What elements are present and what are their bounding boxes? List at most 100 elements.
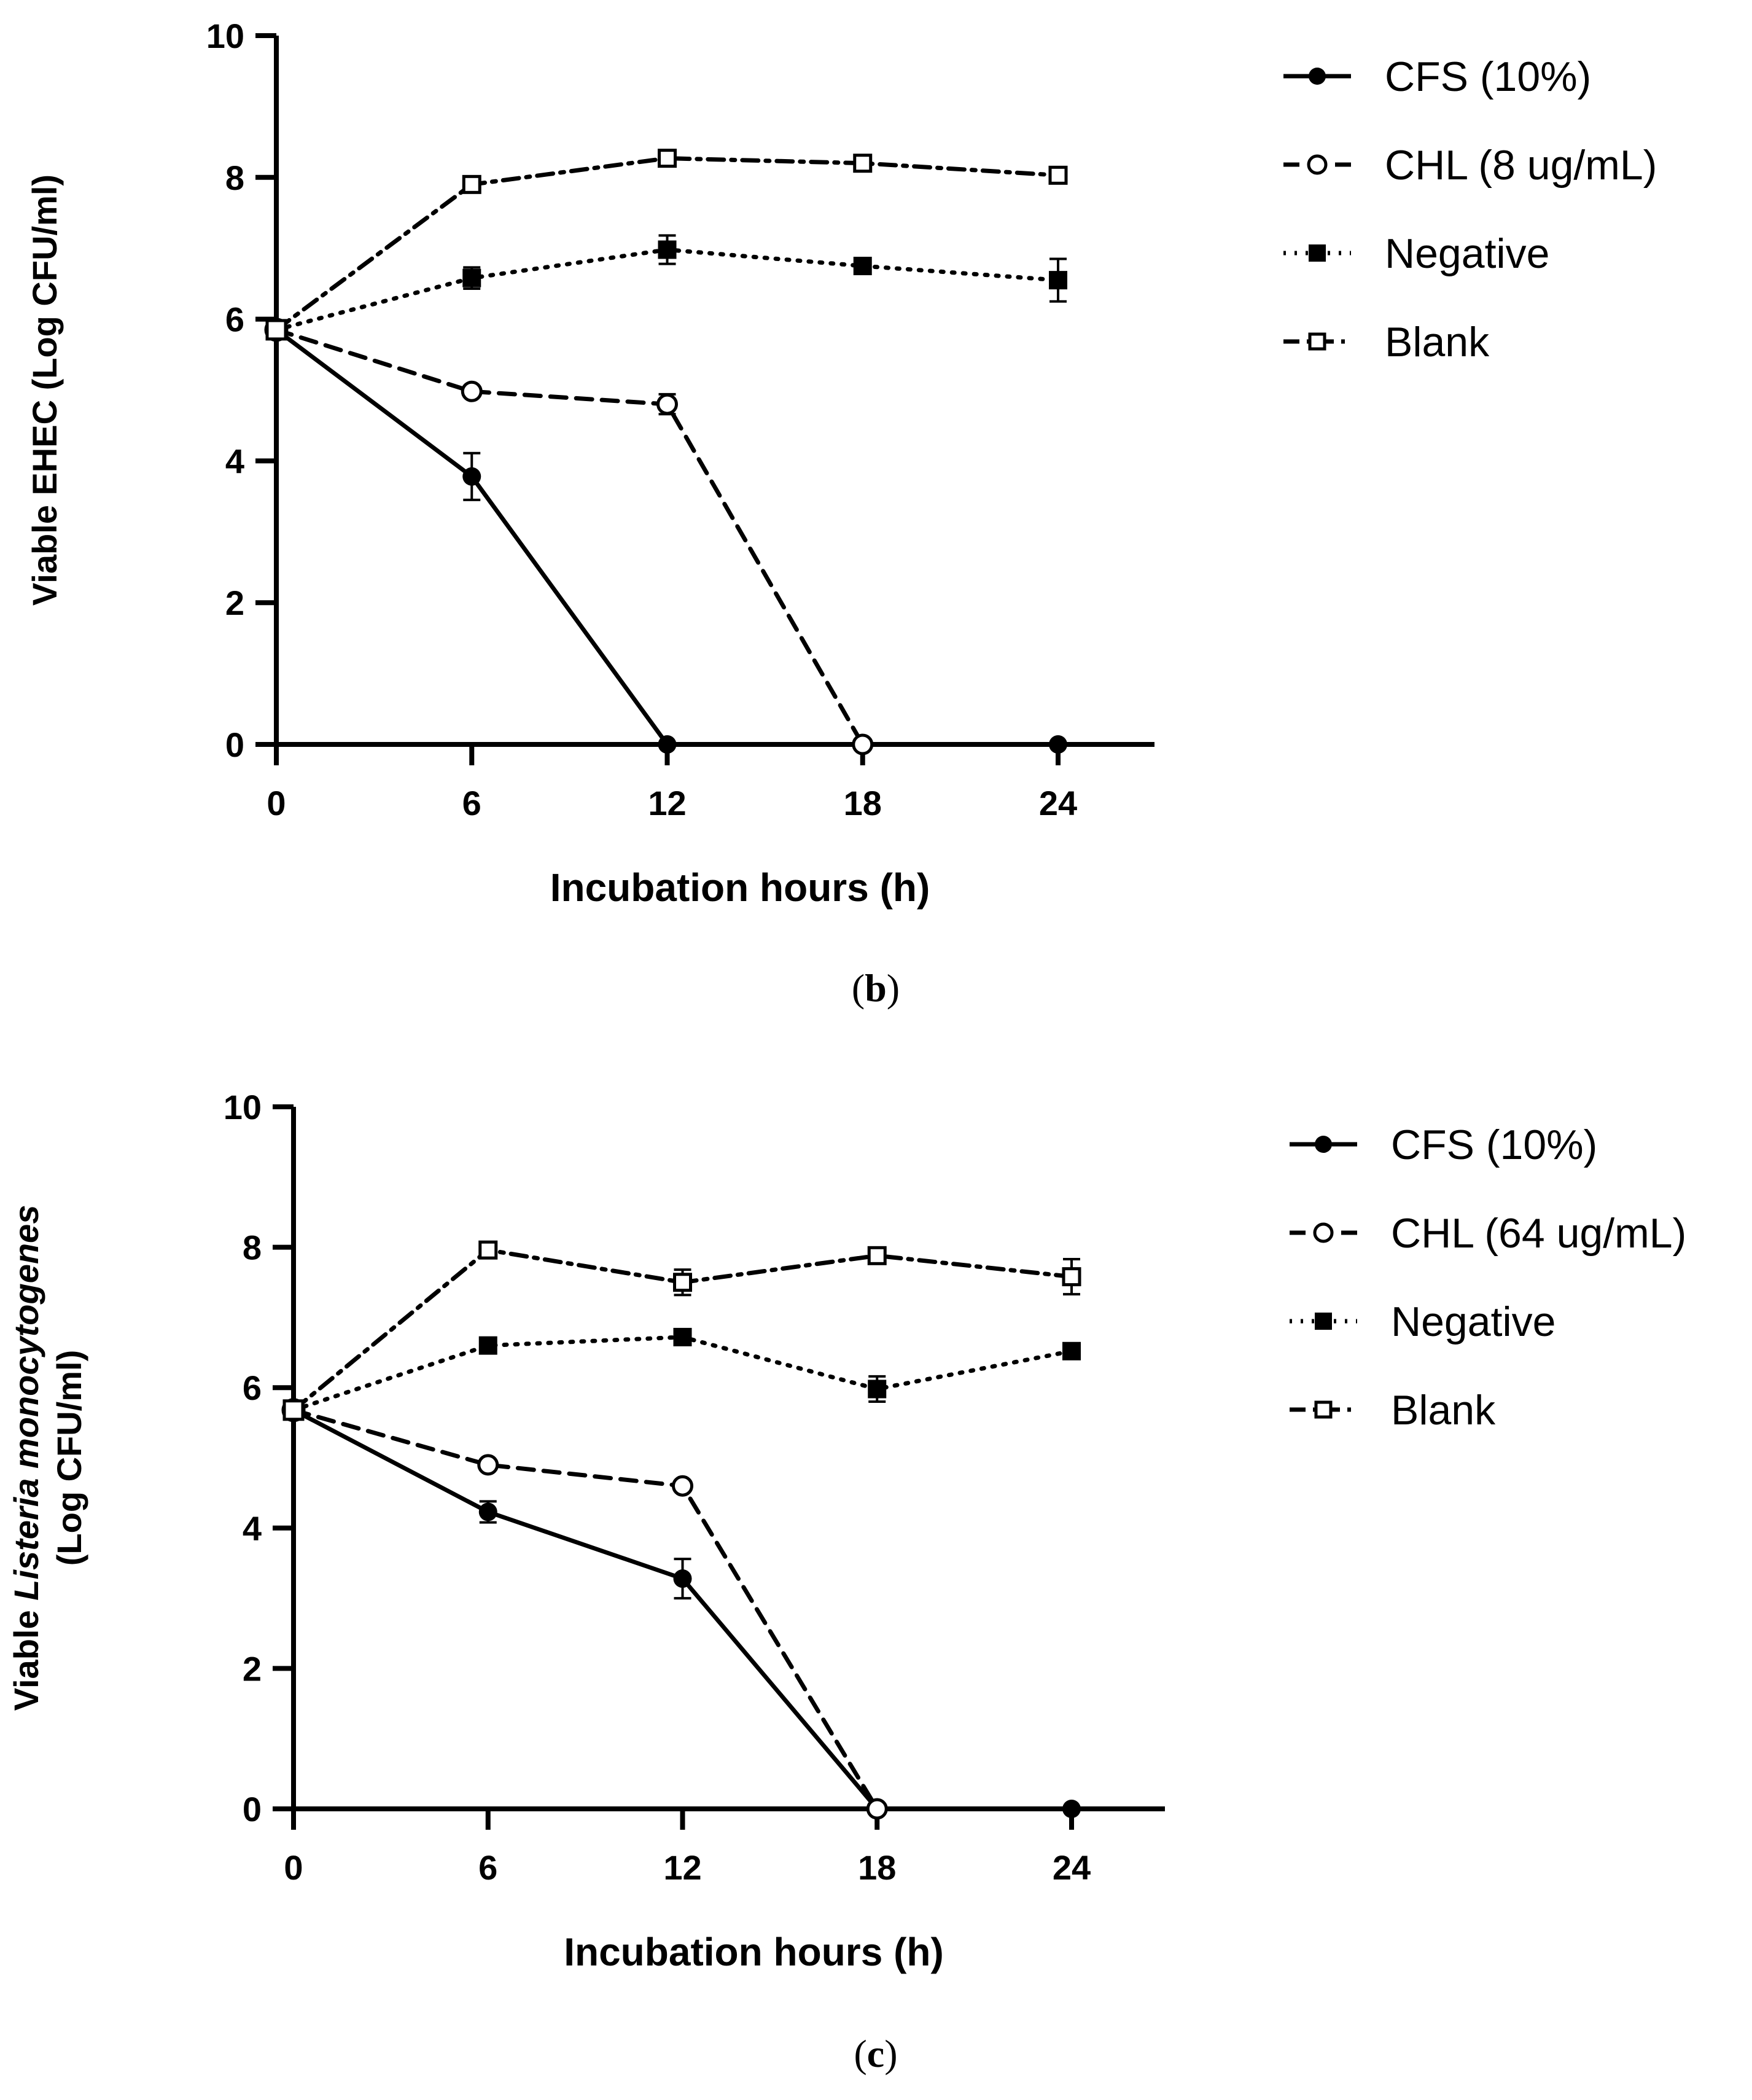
x-tick-label: 0 [267, 784, 286, 822]
data-point [478, 1502, 497, 1521]
series-line [291, 1408, 1074, 1811]
y-tick-label: 10 [206, 17, 244, 55]
y-axis-title-line1: Viable Listeria monocytogenes [7, 1205, 45, 1711]
data-point [1062, 1341, 1081, 1360]
series-chl-64-ug-ml [281, 1398, 888, 1820]
data-point [866, 1798, 888, 1820]
y-tick-label: 8 [225, 158, 244, 197]
legend-item: Negative [1283, 230, 1549, 277]
x-tick-label: 24 [1039, 784, 1077, 822]
data-point [672, 1475, 693, 1497]
legend-marker [1308, 332, 1326, 351]
data-point [658, 735, 677, 754]
data-point [461, 380, 483, 402]
legend-marker [1315, 1136, 1332, 1153]
y-tick-label: 4 [225, 442, 244, 480]
data-point [673, 1327, 692, 1346]
series-line [291, 1335, 1074, 1413]
y-tick-label: 0 [225, 725, 244, 764]
legend-item: CHL (64 ug/mL) [1290, 1210, 1686, 1257]
data-point [478, 1240, 498, 1260]
series-chl-8-ug-ml [264, 318, 874, 755]
legend-label: CHL (8 ug/mL) [1385, 142, 1657, 189]
legend-marker [1314, 1400, 1333, 1419]
caption-letter: b [865, 966, 887, 1010]
data-point [462, 467, 481, 486]
data-point [853, 154, 873, 173]
y-axis-title: Viable EHEC (Log CFU/ml) [25, 174, 64, 606]
y-tick-label: 8 [243, 1228, 262, 1267]
series-cfs-10 [283, 1399, 1081, 1818]
legend-label: CFS (10%) [1385, 53, 1591, 100]
y-tick-label: 2 [243, 1649, 262, 1688]
data-point [462, 174, 481, 194]
y-axis-title-prefix: Viable [7, 1601, 45, 1711]
data-point [1062, 1267, 1081, 1287]
x-tick-label: 0 [284, 1848, 303, 1887]
legend-item: CHL (8 ug/mL) [1283, 142, 1657, 189]
legend-marker [1315, 1313, 1332, 1330]
y-tick-label: 6 [243, 1368, 262, 1407]
y-tick-label: 10 [224, 1088, 262, 1126]
data-point [282, 1399, 305, 1421]
data-point [852, 733, 874, 755]
legend-label: Blank [1385, 319, 1490, 365]
x-tick-label: 12 [648, 784, 686, 822]
y-tick-label: 6 [225, 300, 244, 339]
legend-label: CFS (10%) [1391, 1122, 1597, 1168]
caption-close: ) [887, 966, 900, 1010]
data-point [478, 1336, 497, 1355]
caption-open: ( [852, 966, 865, 1010]
data-point [658, 240, 677, 259]
series-line [274, 327, 1061, 747]
caption-close: ) [884, 2032, 897, 2075]
x-axis-title: Incubation hours (h) [564, 1930, 944, 1974]
x-tick-label: 6 [478, 1848, 497, 1887]
y-axis-title-line2: (Log CFU/ml) [50, 1350, 88, 1566]
data-point [462, 268, 481, 287]
x-tick-label: 18 [858, 1848, 896, 1887]
data-point [658, 149, 677, 168]
series-line [274, 327, 865, 747]
legend-item: Blank [1283, 319, 1490, 365]
series-cfs-10 [266, 319, 1067, 754]
legend-item: CFS (10%) [1283, 53, 1591, 100]
y-tick-label: 0 [243, 1790, 262, 1829]
series-line [291, 1408, 879, 1811]
data-point [1062, 1800, 1081, 1818]
legend-item: CFS (10%) [1290, 1122, 1597, 1168]
legend-marker [1307, 154, 1328, 175]
legend-item: Blank [1290, 1387, 1496, 1434]
legend-label: Blank [1391, 1387, 1496, 1434]
data-point [1048, 165, 1068, 185]
x-tick-label: 24 [1053, 1848, 1091, 1887]
caption-letter: c [867, 2032, 884, 2075]
legend-marker [1309, 68, 1326, 85]
data-point [673, 1273, 692, 1292]
data-point [1049, 735, 1067, 754]
legend-label: Negative [1385, 230, 1549, 277]
x-axis-title: Incubation hours (h) [550, 865, 930, 910]
legend-label: Negative [1391, 1298, 1555, 1345]
y-tick-label: 4 [243, 1509, 262, 1548]
series-negative [266, 234, 1067, 340]
data-point [868, 1380, 887, 1399]
legend-item: Negative [1290, 1298, 1555, 1345]
series-blank [265, 149, 1068, 341]
series-blank [282, 1240, 1081, 1421]
legend-marker [1313, 1222, 1334, 1243]
panel-caption: (c) [854, 2032, 897, 2075]
y-axis-title-species: Listeria monocytogenes [7, 1205, 45, 1601]
x-tick-label: 6 [462, 784, 481, 822]
legend-label: CHL (64 ug/mL) [1391, 1210, 1686, 1257]
x-tick-label: 12 [663, 1848, 701, 1887]
data-point [656, 393, 678, 415]
data-point [1049, 271, 1067, 290]
data-point [477, 1454, 499, 1476]
data-point [673, 1569, 692, 1588]
x-tick-label: 18 [844, 784, 882, 822]
y-tick-label: 2 [225, 584, 244, 622]
